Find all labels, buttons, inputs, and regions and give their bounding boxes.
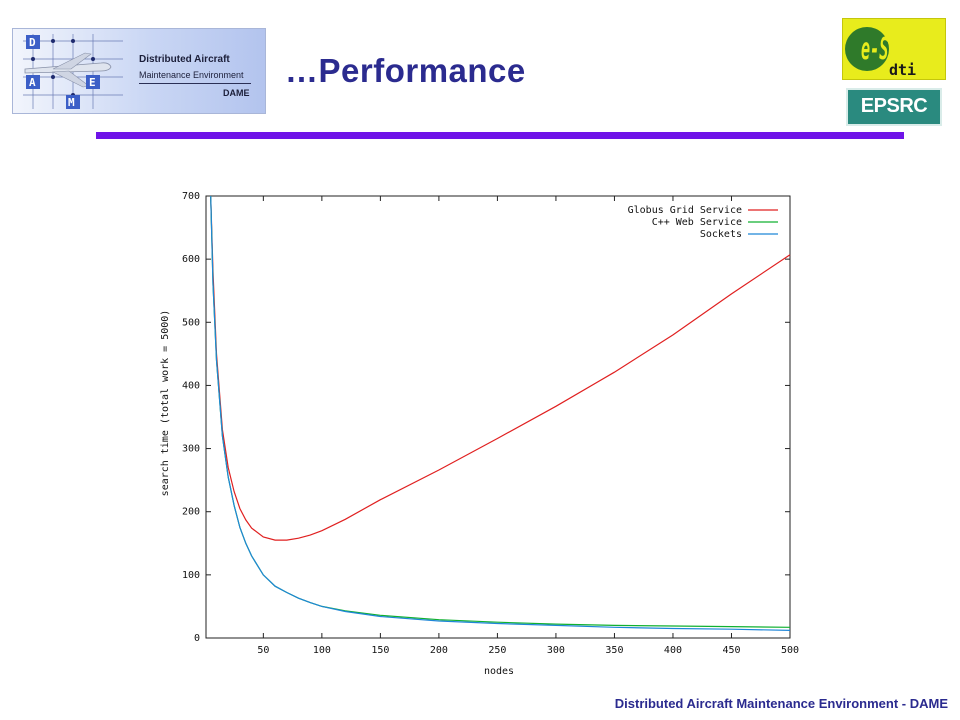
logo-line-1: Distributed Aircraft [139,54,230,65]
x-tick-label: 400 [664,645,682,656]
series-line-sockets [210,195,791,631]
logo-line-2: Maintenance Environment [139,70,244,80]
performance-chart-svg: 0 100 200 300 400 500 600 700 50 100 150 200 250 300… [160,191,799,677]
x-tick-label: 150 [371,645,389,656]
x-tick-label: 200 [430,645,448,656]
x-tick-label: 100 [313,645,331,656]
title-underline-bar [96,132,904,139]
x-tick-label: 350 [605,645,623,656]
series-line-c-web-service [210,195,791,628]
logo-letter-a-box [26,75,40,89]
logo-letter-d: D [29,36,36,49]
logo-divider [139,83,251,84]
epsrc-logo-text: EPSRC [860,95,928,117]
performance-chart: 0 100 200 300 400 500 600 700 50 100 150 200 250 300… [150,180,810,685]
series-line-globus-grid-service [210,195,791,541]
y-tick-label: 300 [182,444,200,455]
escience-logo-graphic: e-Science dti [845,27,943,79]
y-tick-label: 100 [182,570,200,581]
legend-label: Sockets [700,229,742,240]
legend-label: C++ Web Service [652,217,742,228]
logo-letter-e: E [89,76,96,89]
escience-logo: e-Science dti [842,18,946,80]
x-tick-label: 450 [722,645,740,656]
logo-letter-e-box [86,75,100,89]
footer-text: Distributed Aircraft Maintenance Environ… [614,696,948,711]
y-tick-label: 500 [182,317,200,328]
escience-logo-sub: dti [889,61,916,79]
epsrc-logo: EPSRC [846,88,942,126]
y-tick-label: 400 [182,380,200,391]
escience-logo-text: e-Science [861,32,943,67]
legend-label: Globus Grid Service [628,205,742,216]
page-title: …Performance [285,52,526,89]
logo-line-3: DAME [223,88,250,98]
dame-logo: D A E M Distributed Aircraft Maintenance… [12,28,266,114]
y-tick-label: 200 [182,507,200,518]
logo-letter-m: M [68,96,75,109]
plot-area-frame [205,195,791,639]
x-tick-label: 500 [781,645,799,656]
logo-letter-m-box [66,95,80,109]
x-tick-label: 50 [257,645,269,656]
x-axis-label: nodes [484,666,514,677]
x-tick-label: 250 [488,645,506,656]
x-tick-label: 300 [547,645,565,656]
y-tick-label: 700 [182,191,200,202]
logo-letter-d-box [26,35,40,49]
y-tick-label: 600 [182,254,200,265]
logo-letter-a: A [29,76,36,89]
y-tick-label: 0 [194,633,200,644]
dame-logo-graphic: D A E M [23,34,123,109]
y-axis-label: search time (total work = 5000) [160,310,171,497]
